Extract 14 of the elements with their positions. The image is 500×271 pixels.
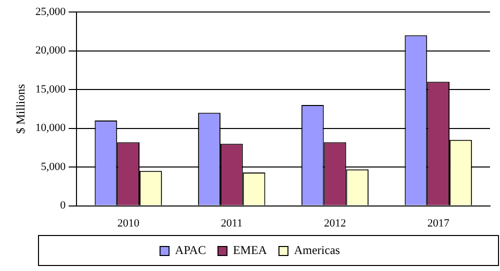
y-tick-label: 25,000 — [35, 6, 66, 18]
x-tick-label: 2017 — [427, 217, 450, 230]
y-tick-label: 15,000 — [35, 83, 66, 96]
x-tick-label: 2012 — [324, 217, 346, 230]
y-axis-title: $ Millions — [13, 84, 28, 134]
x-tick-label: 2011 — [220, 217, 242, 230]
legend-label: EMEA — [232, 243, 268, 258]
y-tick-label: 5,000 — [40, 160, 66, 173]
x-tick-label: 2010 — [117, 217, 140, 230]
y-tick-label: 0 — [60, 200, 66, 212]
legend-label: Americas — [294, 243, 340, 258]
y-tick-label: 10,000 — [35, 122, 66, 134]
y-tick-label: 20,000 — [35, 44, 66, 57]
legend-label: APAC — [175, 243, 206, 258]
